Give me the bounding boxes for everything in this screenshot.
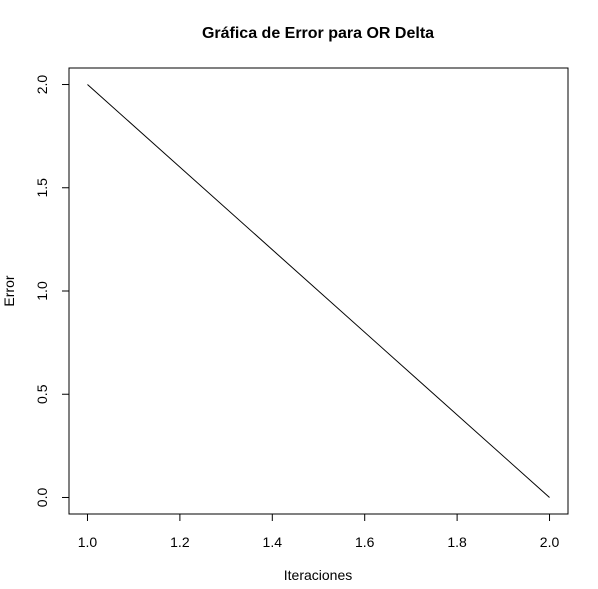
y-tick-label: 0.5 [34, 384, 50, 404]
y-tick-label: 1.0 [34, 281, 50, 301]
x-tick-label: 1.6 [355, 534, 375, 550]
chart-title: Gráfica de Error para OR Delta [202, 25, 434, 42]
series-line-0 [87, 84, 550, 498]
x-tick-label: 1.2 [170, 534, 190, 550]
x-tick-label: 2.0 [540, 534, 560, 550]
y-axis-label: Error [1, 275, 17, 306]
y-tick-label: 1.5 [34, 178, 50, 198]
y-tick-label: 0.0 [34, 488, 50, 508]
x-tick-label: 1.4 [263, 534, 283, 550]
y-tick-label: 2.0 [34, 75, 50, 95]
x-tick-label: 1.0 [78, 534, 98, 550]
x-axis: 1.0 1.2 1.4 1.6 1.8 2.0 [78, 513, 560, 550]
y-axis: 0.0 0.5 1.0 1.5 2.0 [34, 75, 70, 508]
series-layer [87, 84, 550, 498]
x-axis-label: Iteraciones [284, 567, 352, 583]
x-tick-label: 1.8 [447, 534, 467, 550]
